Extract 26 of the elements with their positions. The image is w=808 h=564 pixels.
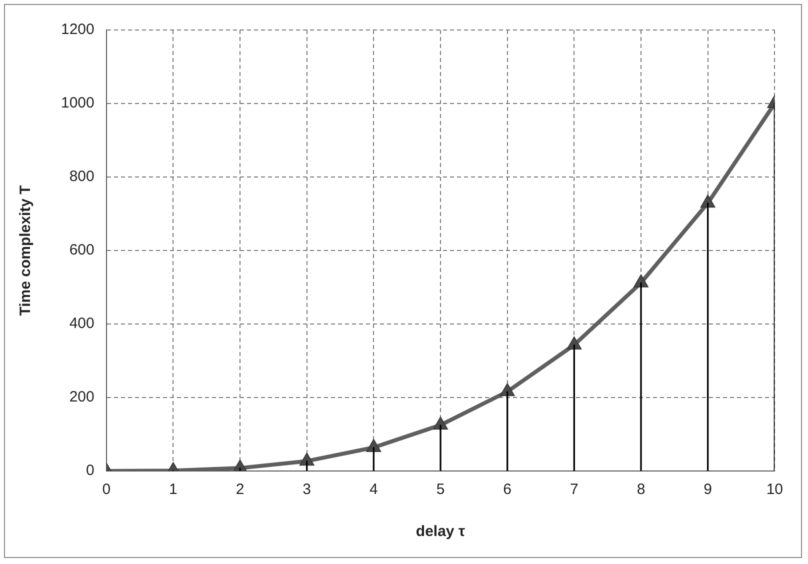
x-tick-label: 4 [370, 481, 378, 498]
x-axis-title: delay τ [416, 523, 466, 540]
point [700, 194, 716, 208]
point [366, 438, 382, 452]
x-tick-label: 0 [102, 481, 111, 498]
y-tick-label: 400 [69, 315, 94, 332]
x-tick-label: 2 [236, 481, 244, 498]
x-tick-label: 10 [766, 481, 783, 498]
x-tick-label: 9 [704, 481, 712, 498]
point [500, 383, 515, 396]
x-tick-label: 1 [169, 481, 178, 498]
x-tick-label: 6 [503, 481, 512, 498]
y-tick-label: 800 [69, 168, 94, 186]
point [299, 452, 314, 466]
point [566, 336, 582, 350]
point [232, 460, 248, 471]
y-tick-label: 1000 [60, 94, 94, 112]
y-tick-label: 200 [69, 388, 94, 406]
y-tick-label: 0 [86, 462, 94, 480]
x-tick-label: 3 [302, 481, 312, 498]
y-tick-label: 1200 [60, 21, 94, 38]
x-tick-label: 8 [636, 481, 646, 498]
y-axis-title: Time complexity T [17, 185, 34, 316]
y-tick-label: 600 [69, 242, 94, 259]
x-tick-label: 5 [436, 481, 445, 498]
x-tick-label: 7 [570, 481, 578, 498]
